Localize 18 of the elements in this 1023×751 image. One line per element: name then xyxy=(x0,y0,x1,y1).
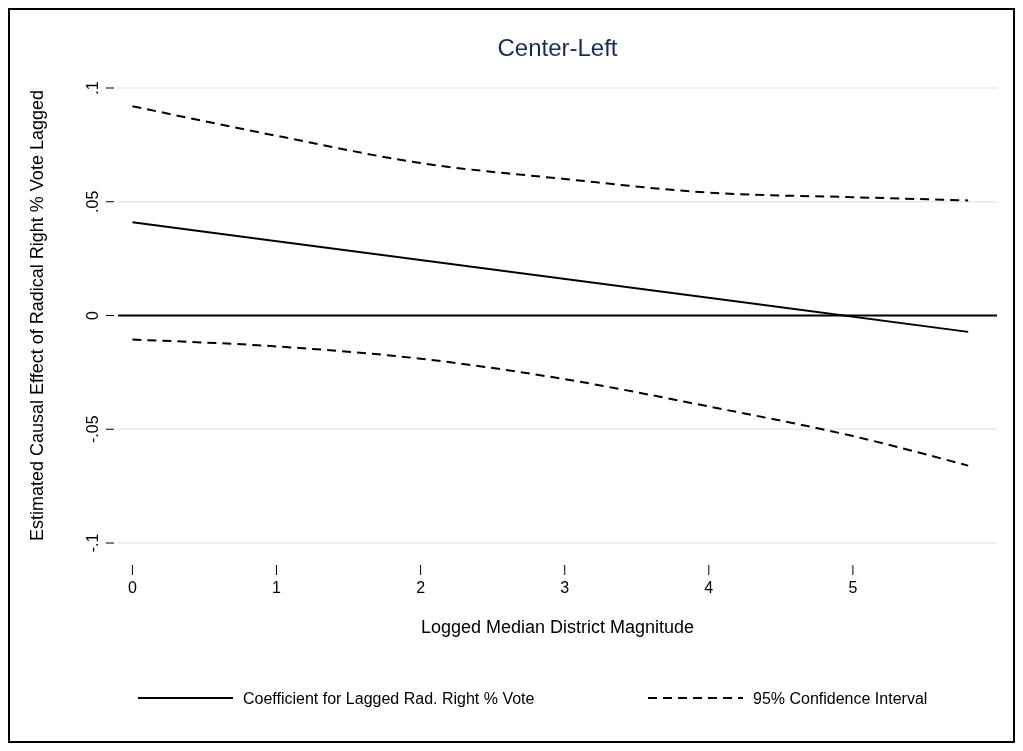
legend-label: 95% Confidence Interval xyxy=(753,690,928,707)
x-axis-title: Logged Median District Magnitude xyxy=(420,617,695,637)
x-tick-label: 5 xyxy=(848,579,858,596)
chart-title: Center-Left xyxy=(497,34,618,61)
legend-label: Coefficient for Lagged Rad. Right % Vote xyxy=(243,690,535,707)
y-tick-label: .1 xyxy=(84,81,101,95)
line-series xyxy=(131,105,970,202)
x-tick-label: 2 xyxy=(416,579,426,596)
x-tick-label: 1 xyxy=(272,579,282,596)
y-tick-label: -.05 xyxy=(84,415,101,444)
line-series xyxy=(131,338,970,467)
y-tick-label: -.1 xyxy=(84,533,101,553)
x-tick-label: 0 xyxy=(127,579,137,596)
y-axis-title: Estimated Causal Effect of Radical Right % Vote Lagged xyxy=(27,90,47,541)
y-tick-label: .05 xyxy=(84,190,101,213)
x-tick-label: 4 xyxy=(704,579,714,596)
y-tick-label: 0 xyxy=(84,310,101,320)
x-tick-label: 3 xyxy=(560,579,570,596)
